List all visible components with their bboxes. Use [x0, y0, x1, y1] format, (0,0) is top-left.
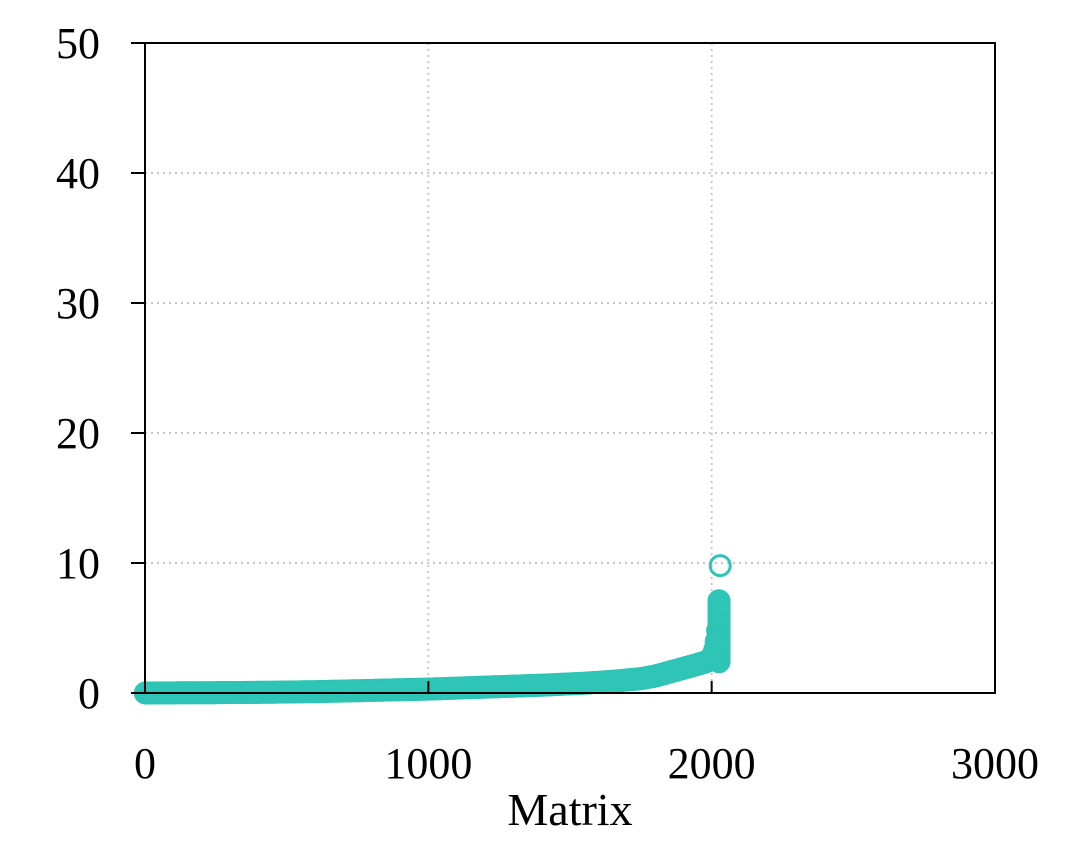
x-axis-tick-labels: 0 1000 2000 3000 — [134, 739, 1039, 788]
y-axis-tick-labels: 0 10 20 30 40 50 — [56, 19, 100, 718]
data-points — [133, 554, 732, 705]
y-tick-label: 50 — [56, 19, 100, 68]
plot-area-frame — [144, 42, 996, 694]
x-tick-label: 3000 — [951, 739, 1039, 788]
outlier-point — [708, 554, 732, 578]
y-tick-label: 10 — [56, 539, 100, 588]
grid-lines — [145, 43, 995, 693]
data-point — [707, 589, 731, 613]
y-tick-label: 20 — [56, 409, 100, 458]
x-tick-label: 0 — [134, 739, 156, 788]
y-tick-label: 0 — [78, 669, 100, 718]
y-tick-label: 40 — [56, 149, 100, 198]
x-tick-label: 1000 — [384, 739, 472, 788]
y-tick-label: 30 — [56, 279, 100, 328]
axis-ticks — [131, 42, 996, 694]
x-tick-label: 2000 — [668, 739, 756, 788]
x-axis-title: Matrix — [507, 784, 632, 835]
